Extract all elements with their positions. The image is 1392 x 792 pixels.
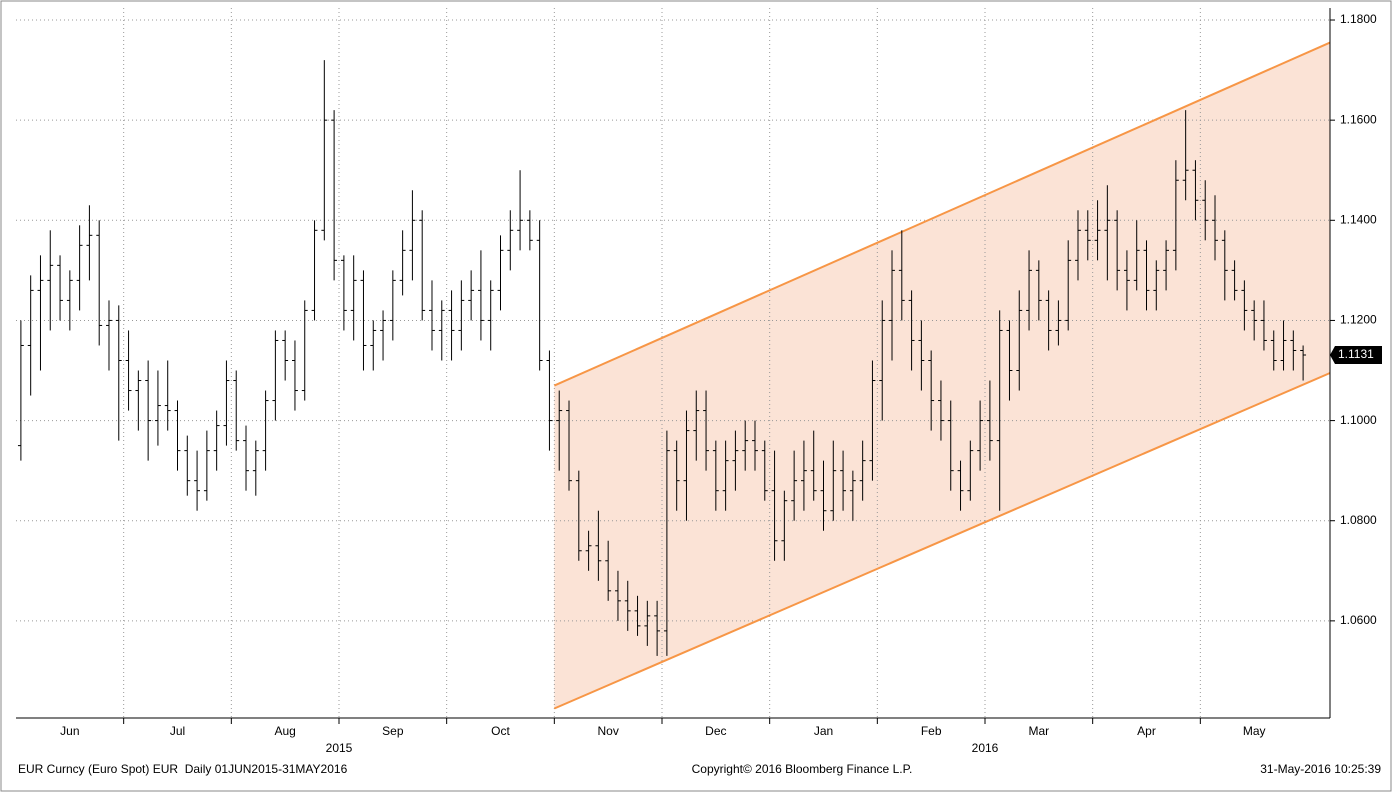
y-tick-label: 1.1000 (1340, 413, 1377, 427)
x-tick-label: Jan (814, 724, 833, 738)
x-tick-label: Oct (491, 724, 510, 738)
year-label: 2016 (972, 741, 999, 755)
y-tick-label: 1.0800 (1340, 513, 1377, 527)
x-tick-label: Jul (170, 724, 185, 738)
x-tick-label: Aug (274, 724, 295, 738)
x-tick-label: Feb (921, 724, 942, 738)
x-tick-label: Nov (597, 724, 618, 738)
last-price-box (1330, 345, 1382, 364)
last-price-label: 1.1131 (1338, 347, 1374, 361)
x-tick-label: Dec (705, 724, 726, 738)
y-tick-label: 1.0600 (1340, 613, 1377, 627)
year-label: 2015 (326, 741, 353, 755)
footer-left: EUR Curncy (Euro Spot) EUR Daily 01JUN20… (18, 762, 348, 776)
x-tick-label: May (1243, 724, 1266, 738)
footer-center: Copyright© 2016 Bloomberg Finance L.P. (692, 762, 913, 776)
y-tick-label: 1.1600 (1340, 112, 1377, 126)
x-tick-label: Apr (1137, 724, 1156, 738)
y-tick-label: 1.1400 (1340, 212, 1377, 226)
channel-area (554, 42, 1330, 709)
y-tick-label: 1.1800 (1340, 12, 1377, 26)
x-tick-label: Jun (60, 724, 79, 738)
channel-upper (553, 41, 1331, 387)
y-tick-label: 1.1200 (1340, 313, 1377, 327)
channel-lower (553, 372, 1331, 710)
x-tick-label: Sep (382, 724, 404, 738)
x-tick-label: Mar (1028, 724, 1049, 738)
footer-right: 31-May-2016 10:25:39 (1260, 762, 1381, 776)
